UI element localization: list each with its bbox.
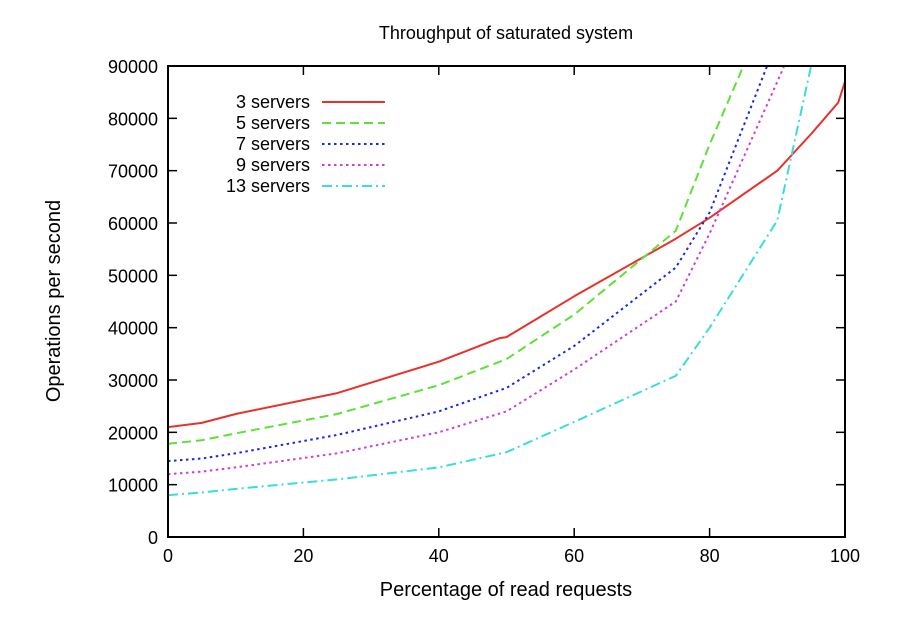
x-tick-label: 0 (163, 546, 173, 566)
y-tick-label: 70000 (108, 162, 158, 182)
series-line-5-servers (168, 66, 745, 445)
x-tick-label: 20 (293, 546, 313, 566)
y-tick-label: 50000 (108, 266, 158, 286)
series-lines (168, 66, 845, 497)
y-axis-label: Operations per second (43, 200, 65, 402)
legend-label: 5 servers (236, 113, 310, 133)
y-tick-label: 80000 (108, 109, 158, 129)
chart-title: Throughput of saturated system (379, 23, 633, 43)
y-tick-label: 10000 (108, 476, 158, 496)
y-tick-label: 60000 (108, 214, 158, 234)
series-line-13-servers (168, 66, 813, 497)
series-line-3-servers (168, 81, 845, 429)
x-axis-label: Percentage of read requests (380, 579, 632, 601)
legend-label: 13 servers (226, 176, 310, 196)
x-tick-label: 40 (429, 546, 449, 566)
y-tick-label: 0 (148, 528, 158, 548)
series-line-9-servers (168, 66, 786, 476)
legend-label: 3 servers (236, 92, 310, 112)
y-tick-label: 90000 (108, 57, 158, 77)
y-tick-label: 30000 (108, 371, 158, 391)
y-axis-ticks: 0 10000 20000 30000 40000 50000 60000 70000 8000… (108, 57, 845, 548)
x-tick-label: 80 (700, 546, 720, 566)
plot-frame (167, 65, 846, 538)
y-tick-label: 40000 (108, 319, 158, 339)
x-tick-label: 60 (564, 546, 584, 566)
y-tick-label: 20000 (108, 423, 158, 443)
x-tick-label: 100 (830, 546, 860, 566)
legend-label: 9 servers (236, 155, 310, 175)
legend-label: 7 servers (236, 134, 310, 154)
